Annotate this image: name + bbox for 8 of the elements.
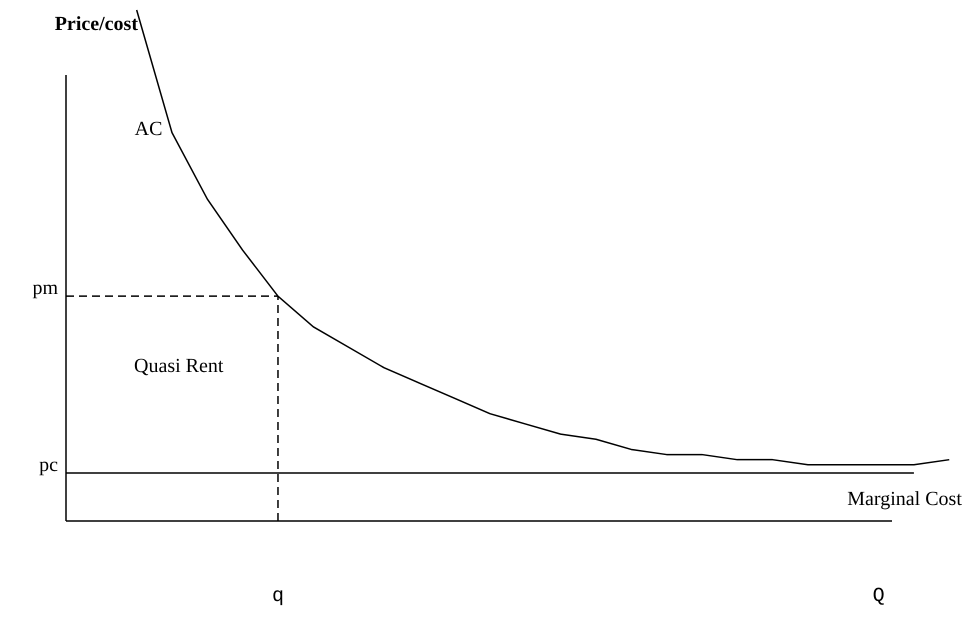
x-tick-label: Q <box>872 585 885 608</box>
x-tick-label: q <box>272 585 284 608</box>
annotation: pc <box>39 454 58 476</box>
series-label: AC <box>134 118 162 140</box>
ref-line-label: pm <box>32 277 58 300</box>
y-axis-title: Price/cost <box>54 13 138 35</box>
series-label: Marginal Cost <box>847 488 962 510</box>
annotation: Quasi Rent <box>134 355 224 377</box>
